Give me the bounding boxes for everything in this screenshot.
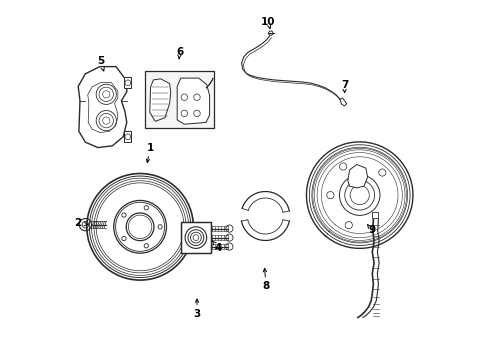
Polygon shape bbox=[205, 78, 213, 88]
Polygon shape bbox=[149, 79, 170, 121]
Circle shape bbox=[96, 84, 116, 104]
Polygon shape bbox=[177, 78, 209, 124]
Bar bbox=[124, 77, 131, 88]
Text: 7: 7 bbox=[340, 80, 347, 90]
Polygon shape bbox=[78, 67, 126, 148]
Polygon shape bbox=[339, 98, 346, 106]
Bar bbox=[371, 212, 378, 218]
Text: 4: 4 bbox=[214, 243, 222, 253]
Text: 1: 1 bbox=[146, 143, 154, 153]
Circle shape bbox=[96, 111, 116, 131]
Text: 2: 2 bbox=[74, 218, 81, 228]
Bar bbox=[124, 131, 131, 142]
Text: 9: 9 bbox=[368, 225, 375, 235]
Bar bbox=[181, 222, 211, 253]
Text: 6: 6 bbox=[176, 47, 183, 57]
Text: 10: 10 bbox=[260, 17, 275, 27]
Text: 3: 3 bbox=[193, 309, 200, 319]
Text: 8: 8 bbox=[262, 281, 269, 291]
Bar bbox=[145, 71, 213, 128]
FancyBboxPatch shape bbox=[181, 222, 211, 253]
Polygon shape bbox=[347, 165, 367, 188]
Text: 5: 5 bbox=[97, 56, 104, 66]
